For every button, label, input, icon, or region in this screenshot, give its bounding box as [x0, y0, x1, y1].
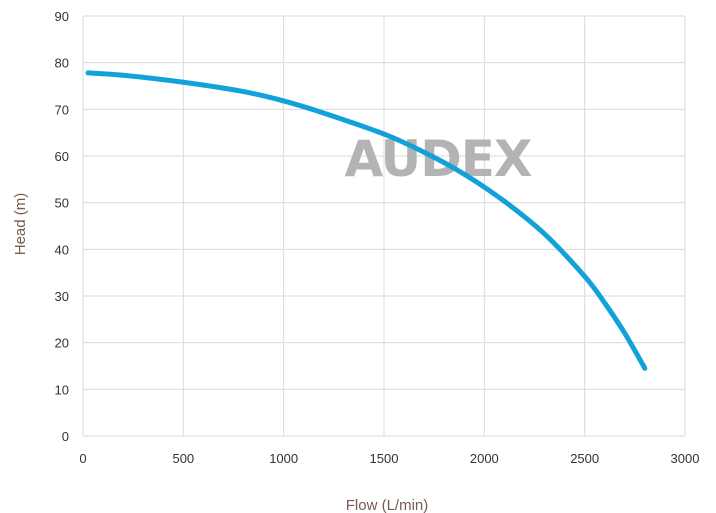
x-axis-title: Flow (L/min) [346, 497, 429, 513]
x-tick-label: 500 [172, 451, 194, 466]
y-tick-label: 80 [55, 56, 69, 71]
gridlines [82, 15, 686, 437]
y-tick-label: 50 [55, 196, 69, 211]
x-tick-label: 2000 [470, 451, 499, 466]
y-tick-label: 0 [62, 429, 69, 444]
y-tick-label: 10 [55, 382, 69, 397]
y-axis-title: Head (m) [12, 193, 29, 256]
y-tick-labels: 0 10 20 30 40 50 60 70 80 90 [55, 9, 69, 444]
x-tick-labels: 0 500 1000 1500 2000 2500 3000 [79, 451, 699, 466]
y-tick-label: 70 [55, 102, 69, 117]
x-tick-label: 2500 [570, 451, 599, 466]
head-flow-curve [85, 70, 648, 371]
series-layer [85, 70, 648, 371]
y-tick-label: 40 [55, 242, 69, 257]
x-tick-label: 0 [79, 451, 86, 466]
y-tick-label: 20 [55, 336, 69, 351]
x-tick-label: 1000 [269, 451, 298, 466]
y-tick-label: 30 [55, 289, 69, 304]
y-tick-label: 60 [55, 149, 69, 164]
x-tick-label: 3000 [671, 451, 700, 466]
x-tick-label: 1500 [370, 451, 399, 466]
y-tick-label: 90 [55, 9, 69, 24]
